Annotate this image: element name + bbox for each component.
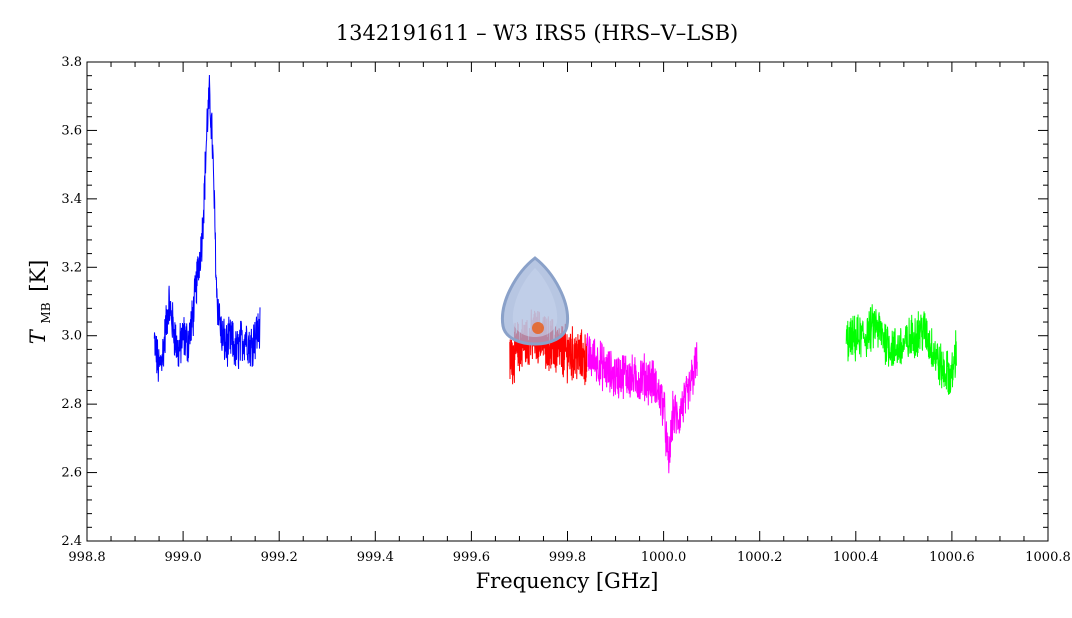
x-tick-label: 999.0 bbox=[164, 550, 201, 565]
teardrop-cursor-icon[interactable] bbox=[500, 256, 570, 346]
x-tick-label: 1000.0 bbox=[641, 550, 687, 565]
x-tick-label: 1000.4 bbox=[833, 550, 879, 565]
series-line-3 bbox=[586, 333, 698, 474]
svg-text:T MB [K]: T MB [K] bbox=[26, 260, 55, 345]
plot-frame bbox=[86, 61, 1049, 542]
y-tick-label: 2.4 bbox=[61, 534, 82, 549]
y-axis-label-unit: [K] bbox=[26, 260, 50, 292]
plot-border bbox=[86, 61, 1049, 542]
series-line-1 bbox=[153, 74, 261, 382]
series-line-4 bbox=[845, 304, 958, 395]
x-tick-label: 998.8 bbox=[68, 550, 105, 565]
x-tick-label: 999.2 bbox=[261, 550, 298, 565]
y-tick-label: 3.8 bbox=[61, 55, 82, 70]
x-tick-label: 999.6 bbox=[453, 550, 490, 565]
y-tick-label: 2.6 bbox=[61, 466, 82, 481]
x-axis-label: Frequency [GHz] bbox=[476, 569, 659, 593]
x-tick-label: 1000.8 bbox=[1025, 550, 1071, 565]
x-axis: 998.8 999.0 999.2 999.4 999.6 999.8 1000.0 1000… bbox=[68, 62, 1071, 565]
x-tick-label: 999.4 bbox=[357, 550, 394, 565]
y-tick-label: 3.2 bbox=[61, 260, 82, 275]
y-tick-label: 3.0 bbox=[61, 329, 82, 344]
y-axis-label-main: T bbox=[26, 328, 50, 344]
series-group bbox=[153, 74, 958, 474]
y-axis-label: T MB [K] bbox=[26, 260, 55, 345]
chart-title: 1342191611 – W3 IRS5 (HRS–V–LSB) bbox=[336, 21, 738, 45]
x-tick-label: 999.8 bbox=[549, 550, 586, 565]
x-tick-label: 1000.6 bbox=[929, 550, 975, 565]
y-axis-label-sub: MB bbox=[39, 302, 53, 323]
y-tick-label: 3.6 bbox=[61, 123, 82, 138]
y-tick-label: 2.8 bbox=[61, 397, 82, 412]
y-axis: 2.4 2.6 2.8 3.0 3.2 3.4 3.6 3.8 bbox=[61, 55, 1048, 549]
x-tick-label: 1000.2 bbox=[737, 550, 783, 565]
y-tick-label: 3.4 bbox=[61, 192, 82, 207]
